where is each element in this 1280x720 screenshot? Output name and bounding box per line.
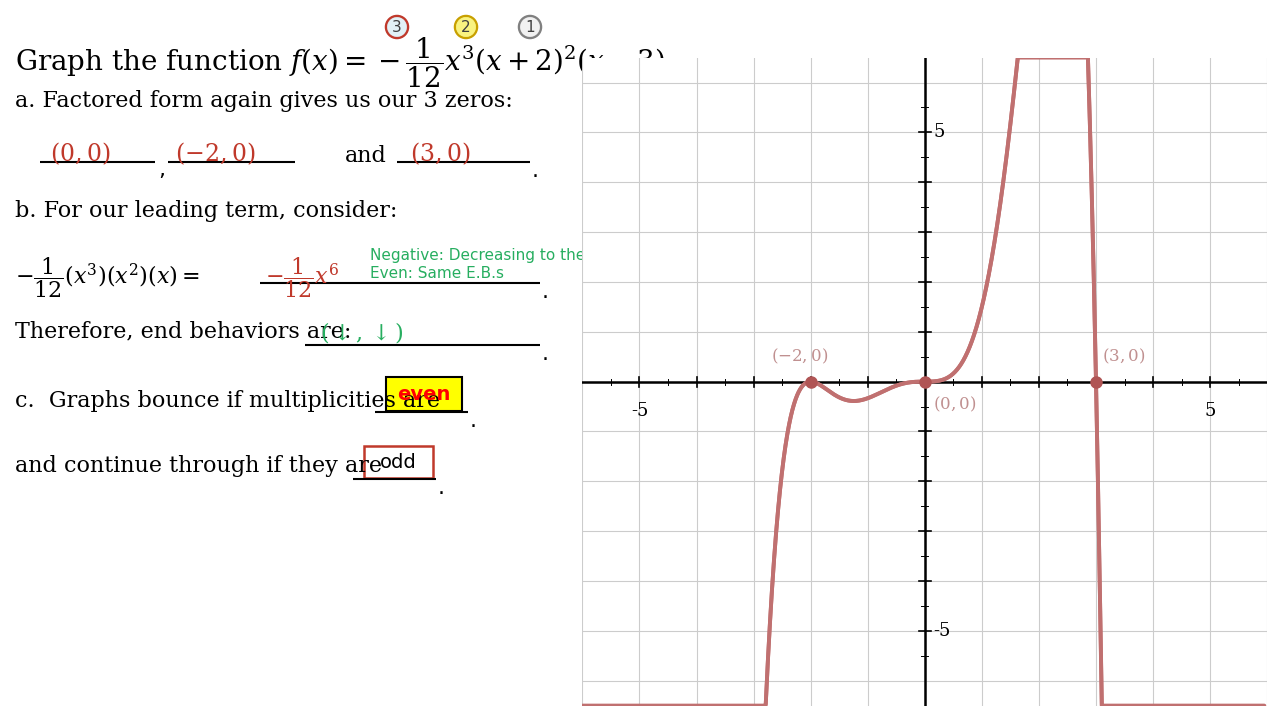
Text: $(3,0)$: $(3,0)$ [410,140,471,166]
Text: and continue through if they are: and continue through if they are [15,455,381,477]
Text: b. For our leading term, consider:: b. For our leading term, consider: [15,200,397,222]
Text: $(0,0)$: $(0,0)$ [933,395,977,414]
Circle shape [456,17,476,37]
Text: c.  Graphs bounce if multiplicities are: c. Graphs bounce if multiplicities are [15,390,440,412]
Text: -5: -5 [631,402,648,420]
Text: $(-2,0)$: $(-2,0)$ [175,140,256,166]
Text: .: . [438,478,445,498]
Text: .: . [470,411,477,431]
Text: 2: 2 [461,19,471,35]
Text: 5: 5 [1204,402,1216,420]
Text: -5: -5 [933,622,951,640]
Text: odd: odd [380,452,416,472]
Circle shape [387,17,407,37]
Text: 3: 3 [392,19,402,35]
Text: even: even [397,384,451,403]
Text: a. Factored form again gives us our 3 zeros:: a. Factored form again gives us our 3 ze… [15,90,513,112]
Text: .: . [541,282,549,302]
Text: .: . [541,344,549,364]
Text: Negative: Decreasing to the: Negative: Decreasing to the [370,248,585,263]
Text: Even: Same E.B.s: Even: Same E.B.s [370,266,504,281]
Circle shape [520,17,540,37]
Text: and: and [346,145,387,167]
FancyBboxPatch shape [364,446,433,478]
Text: ,: , [157,160,165,180]
Text: $(\downarrow, \downarrow)$: $(\downarrow, \downarrow)$ [320,320,403,345]
Text: Graph the function $f(x) = -\dfrac{1}{12}x^3(x+2)^2(x-3).$: Graph the function $f(x) = -\dfrac{1}{12… [15,35,673,90]
Text: $(3,0)$: $(3,0)$ [1102,347,1144,366]
Text: d. Graph.: d. Graph. [611,90,716,112]
Text: Therefore, end behaviors are:: Therefore, end behaviors are: [15,320,352,342]
Text: $(0,0)$: $(0,0)$ [50,140,110,166]
FancyBboxPatch shape [387,377,462,411]
Text: 1: 1 [525,19,535,35]
Text: 5: 5 [933,123,945,141]
Text: $-\dfrac{1}{12}x^6$: $-\dfrac{1}{12}x^6$ [265,255,339,300]
Text: .: . [532,161,539,181]
Text: $-\dfrac{1}{12}(x^3)(x^2)(x) =$: $-\dfrac{1}{12}(x^3)(x^2)(x) =$ [15,255,200,300]
Text: $(-2,0)$: $(-2,0)$ [771,347,828,366]
